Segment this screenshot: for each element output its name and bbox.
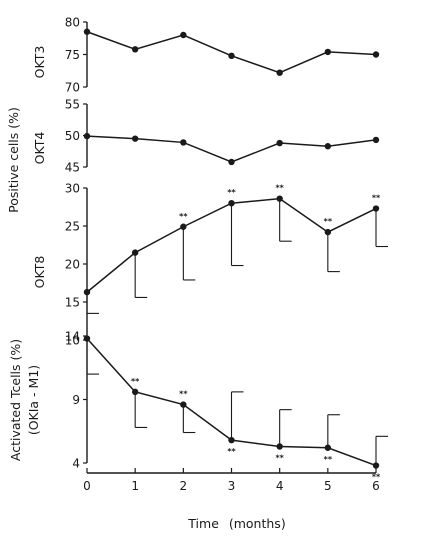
y-tick-label: 75 [65, 48, 80, 62]
panel-label: OKT3 [32, 46, 47, 79]
data-point [372, 462, 380, 469]
panel-okt3: 70 75 80 OKT3 [32, 16, 380, 95]
y-tick-label: 50 [65, 129, 80, 143]
series-line [86, 135, 377, 163]
data-point [228, 52, 235, 59]
data-point [324, 228, 332, 236]
significance-mark: ** [179, 212, 188, 221]
y-tick-label: 20 [65, 258, 80, 272]
significance-mark: ** [324, 455, 333, 464]
significance-mark: ** [275, 453, 284, 462]
y-tick-label: 14 [65, 330, 80, 344]
y-tick-label: 45 [65, 161, 80, 175]
y-tick-label: 70 [65, 81, 80, 95]
positive-cells-label: Positive cells (%) [6, 107, 21, 213]
y-tick-label: 55 [65, 98, 80, 112]
significance-mark: ** [227, 447, 236, 456]
data-point [228, 158, 235, 166]
data-point [83, 288, 91, 296]
data-point [324, 444, 332, 451]
x-tick-label: 6 [372, 479, 380, 493]
y-tick-label: 4 [72, 457, 80, 471]
y-tick-label: 10 [65, 334, 80, 348]
panel-okt8: 10 15 20 25 30 OKT8 ** ** ** ** ** [32, 182, 388, 348]
data-point [276, 69, 283, 76]
data-point [180, 139, 187, 146]
data-point [372, 205, 380, 212]
panel-okt4: 45 50 55 OKT4 [32, 98, 380, 175]
y-tick-label: 9 [72, 393, 80, 407]
data-point [180, 223, 187, 230]
data-point [324, 143, 332, 150]
x-tick-label: 1 [131, 479, 139, 493]
significance-mark: ** [131, 377, 140, 386]
x-tick-label: 2 [180, 479, 188, 493]
data-point [180, 31, 187, 39]
significance-mark: ** [227, 188, 236, 197]
y-tick-label: 25 [65, 220, 80, 234]
significance-mark: ** [275, 184, 284, 193]
data-point [131, 135, 139, 142]
x-tick-label: 3 [228, 479, 236, 493]
panel-label: OKT4 [32, 132, 47, 165]
data-point [324, 48, 332, 56]
data-point [276, 443, 283, 450]
data-point [228, 436, 235, 444]
data-point [131, 249, 139, 256]
y-tick-label: 15 [65, 296, 80, 310]
panel-label: OKT8 [32, 256, 47, 289]
significance-mark: ** [179, 390, 188, 399]
series-line [86, 31, 377, 74]
x-axis-label: Time (months) [187, 516, 285, 531]
data-point [372, 136, 380, 144]
data-point [83, 28, 91, 35]
data-point [372, 51, 380, 58]
x-tick-label: 5 [324, 479, 332, 493]
x-tick-label: 4 [276, 479, 284, 493]
y-tick-label: 80 [65, 16, 80, 30]
x-tick-label: 0 [83, 479, 91, 493]
data-point [228, 200, 235, 207]
data-point [276, 139, 283, 147]
significance-mark: ** [372, 194, 381, 203]
significance-mark: ** [324, 217, 333, 226]
panel-label-line: Activated Tcells (%) [8, 339, 23, 461]
data-point [83, 335, 91, 342]
y-tick-label: 30 [65, 182, 80, 196]
panel-activated-t-cells: 4 9 14 Activated Tcells (%) (OKIa - M1) ** ** *… [8, 330, 388, 482]
data-point [276, 195, 283, 202]
data-point [180, 401, 187, 408]
panel-label-line: (OKIa - M1) [26, 365, 41, 435]
data-point [131, 46, 139, 53]
significance-mark: ** [372, 473, 381, 482]
data-point [83, 132, 91, 140]
data-point [131, 388, 139, 396]
